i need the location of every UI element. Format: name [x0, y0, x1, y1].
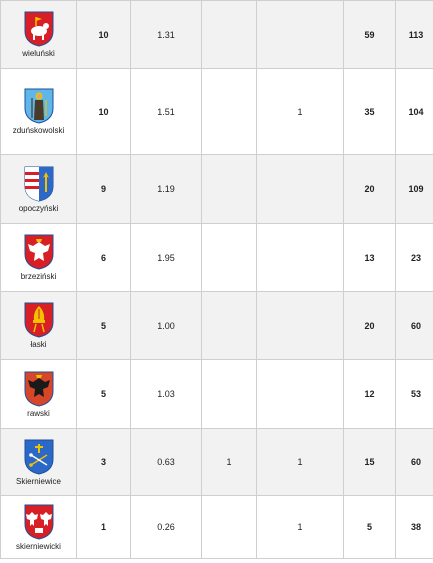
- county-cell[interactable]: łaski: [0, 291, 77, 360]
- value-b: 1.19: [130, 154, 202, 224]
- value-e: 12: [343, 359, 396, 429]
- value-c: [201, 68, 257, 155]
- county-cell[interactable]: zduńskowolski: [0, 68, 77, 155]
- value-e: 5: [343, 495, 396, 559]
- table-row: łaski 5 1.00 20 60: [0, 291, 433, 360]
- value-c: [201, 291, 257, 360]
- value-e: 35: [343, 68, 396, 155]
- county-name: zduńskowolski: [12, 126, 65, 135]
- value-b: 1.31: [130, 0, 202, 69]
- value-e: 15: [343, 428, 396, 496]
- county-cell[interactable]: rawski: [0, 359, 77, 429]
- value-c: 1: [201, 428, 257, 496]
- value-d: 1: [256, 68, 344, 155]
- table-row: opoczyński 9 1.19 20 109: [0, 154, 433, 224]
- value-b: 1.03: [130, 359, 202, 429]
- table-row: zduńskowolski 10 1.51 1 35 104: [0, 68, 433, 155]
- value-a: 5: [76, 291, 131, 360]
- county-name: opoczyński: [18, 203, 59, 213]
- value-b: 1.00: [130, 291, 202, 360]
- county-name: rawski: [27, 408, 50, 418]
- county-cell[interactable]: skierniewicki: [0, 495, 77, 559]
- value-f: 113: [395, 0, 433, 69]
- value-f: 60: [395, 428, 433, 496]
- value-e: 20: [343, 291, 396, 360]
- county-name: wieluński: [22, 49, 55, 58]
- saint-crest-icon: [24, 88, 53, 124]
- value-e: 59: [343, 0, 396, 69]
- table-row: wieluński 10 1.31 59 113: [0, 0, 433, 69]
- county-name: skierniewicki: [16, 541, 61, 551]
- value-b: 1.51: [130, 68, 202, 155]
- value-d: 1: [256, 495, 344, 559]
- value-b: 0.26: [130, 495, 202, 559]
- keys-crest-icon: [24, 439, 53, 475]
- value-e: 20: [343, 154, 396, 224]
- value-d: [256, 0, 344, 69]
- table-row: rawski 5 1.03 12 53: [0, 359, 433, 429]
- table-row: Skierniewice 3 0.63 1 1 15 60: [0, 428, 433, 496]
- value-e: 13: [343, 223, 396, 292]
- county-name: łaski: [30, 340, 47, 349]
- value-c: [201, 359, 257, 429]
- value-a: 6: [76, 223, 131, 292]
- value-a: 1: [76, 495, 131, 559]
- value-f: 60: [395, 291, 433, 360]
- value-c: [201, 223, 257, 292]
- county-cell[interactable]: opoczyński: [0, 154, 77, 224]
- value-c: [201, 154, 257, 224]
- black-eagle-crest-icon: [24, 371, 53, 407]
- value-c: [201, 0, 257, 69]
- split-crest-icon: [24, 166, 53, 202]
- value-d: 1: [256, 428, 344, 496]
- two-eagles-crest-icon: [24, 504, 53, 540]
- value-b: 0.63: [130, 428, 202, 496]
- value-a: 5: [76, 359, 131, 429]
- value-f: 38: [395, 495, 433, 559]
- value-a: 3: [76, 428, 131, 496]
- value-a: 10: [76, 0, 131, 69]
- value-f: 23: [395, 223, 433, 292]
- county-cell[interactable]: Skierniewice: [0, 428, 77, 496]
- county-name: Skierniewice: [16, 476, 61, 486]
- value-c: [201, 495, 257, 559]
- table-row: skierniewicki 1 0.26 1 5 38: [0, 495, 433, 559]
- mitre-crest-icon: [24, 302, 53, 338]
- value-d: [256, 154, 344, 224]
- county-cell[interactable]: brzeziński: [0, 223, 77, 292]
- value-d: [256, 291, 344, 360]
- eagle-crest-icon: [24, 234, 53, 270]
- table-row: brzeziński 6 1.95 13 23: [0, 223, 433, 292]
- value-d: [256, 359, 344, 429]
- value-f: 104: [395, 68, 433, 155]
- value-a: 10: [76, 68, 131, 155]
- value-d: [256, 223, 344, 292]
- county-cell[interactable]: wieluński: [0, 0, 77, 69]
- value-f: 109: [395, 154, 433, 224]
- county-name: brzeziński: [20, 272, 57, 281]
- value-f: 53: [395, 359, 433, 429]
- value-a: 9: [76, 154, 131, 224]
- lamb-crest-icon: [24, 11, 53, 47]
- value-b: 1.95: [130, 223, 202, 292]
